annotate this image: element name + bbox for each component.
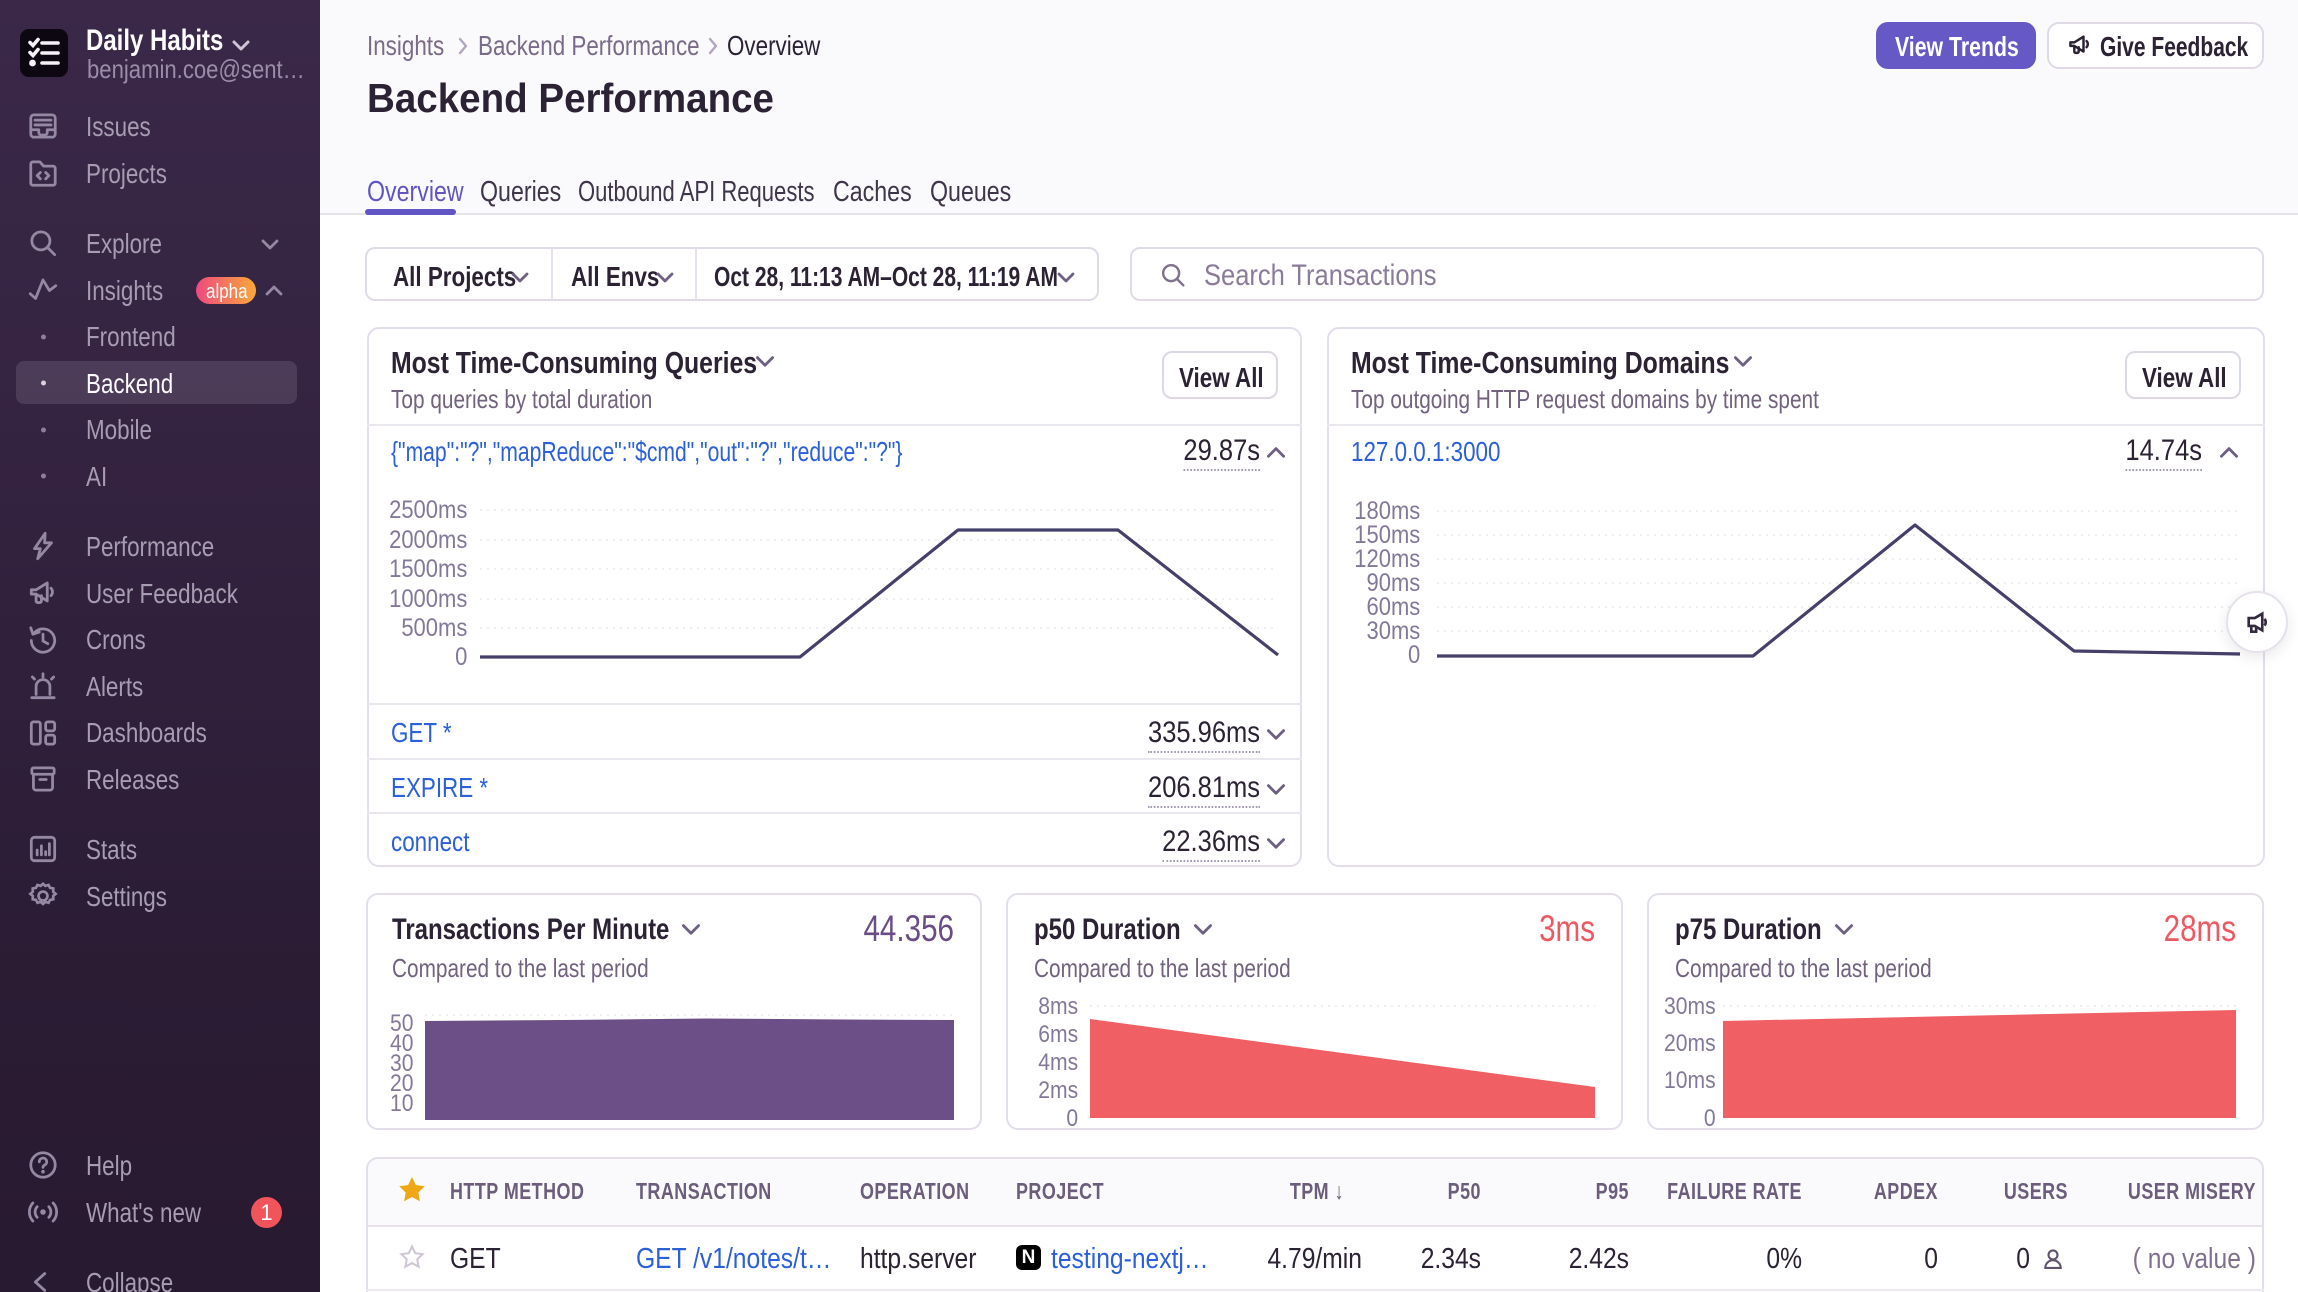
svg-text:0: 0: [1066, 1105, 1078, 1130]
svg-text:50: 50: [390, 1010, 413, 1037]
svg-text:10: 10: [390, 1090, 413, 1117]
svg-text:60ms: 60ms: [1367, 593, 1421, 621]
svg-text:90ms: 90ms: [1367, 569, 1421, 597]
svg-text:120ms: 120ms: [1354, 545, 1420, 573]
svg-text:1000ms: 1000ms: [389, 585, 467, 613]
svg-text:180ms: 180ms: [1354, 497, 1420, 525]
svg-text:4ms: 4ms: [1038, 1049, 1078, 1076]
svg-text:2000ms: 2000ms: [389, 526, 467, 554]
svg-text:150ms: 150ms: [1354, 521, 1420, 549]
svg-text:30ms: 30ms: [1664, 993, 1716, 1020]
svg-text:30: 30: [390, 1050, 413, 1077]
svg-text:6ms: 6ms: [1038, 1021, 1078, 1048]
svg-text:20: 20: [390, 1070, 413, 1097]
svg-text:20ms: 20ms: [1664, 1030, 1716, 1057]
svg-text:500ms: 500ms: [401, 614, 467, 642]
svg-text:30ms: 30ms: [1367, 617, 1421, 645]
svg-text:0: 0: [1408, 641, 1420, 669]
svg-text:2500ms: 2500ms: [389, 496, 467, 524]
svg-text:40: 40: [390, 1030, 413, 1057]
svg-text:0: 0: [455, 643, 467, 671]
svg-text:8ms: 8ms: [1038, 993, 1078, 1020]
svg-text:2ms: 2ms: [1038, 1077, 1078, 1104]
svg-text:1500ms: 1500ms: [389, 555, 467, 583]
svg-text:0: 0: [1704, 1105, 1716, 1130]
svg-text:10ms: 10ms: [1664, 1067, 1716, 1094]
